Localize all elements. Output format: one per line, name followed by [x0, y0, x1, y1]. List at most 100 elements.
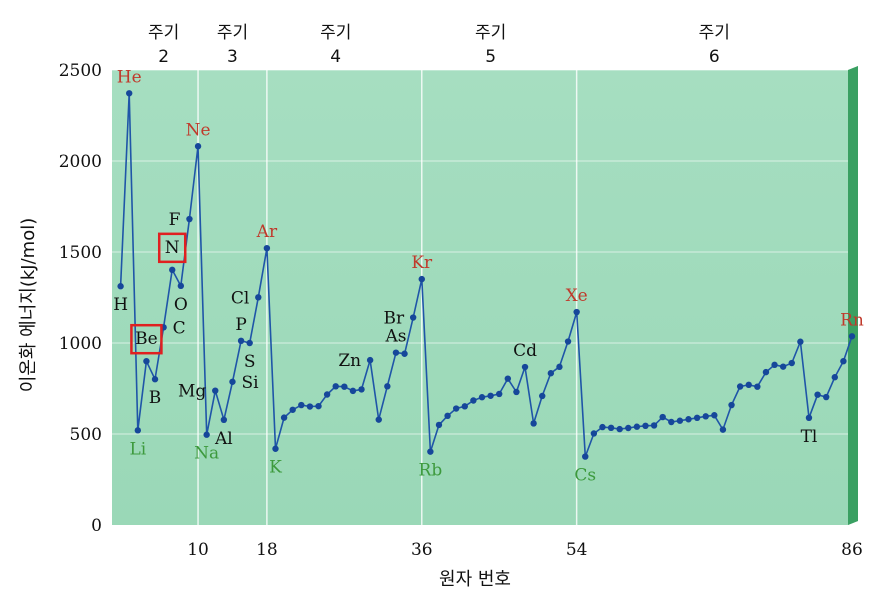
data-point	[470, 397, 477, 404]
data-point	[117, 283, 124, 290]
y-tick-label: 1500	[59, 243, 102, 263]
y-tick-label: 500	[70, 425, 102, 445]
element-label: B	[149, 388, 162, 408]
element-label: O	[174, 295, 188, 315]
data-point	[590, 430, 598, 437]
data-point	[633, 423, 641, 430]
element-label: F	[169, 210, 181, 230]
period-label: 주기	[320, 23, 351, 43]
y-axis-title: 이온화 에너지(kJ/mol)	[18, 218, 39, 392]
element-label: Cl	[231, 288, 249, 308]
data-point	[126, 90, 133, 97]
data-point	[315, 402, 322, 410]
data-point	[487, 392, 494, 399]
data-point	[409, 314, 417, 321]
data-point	[306, 403, 314, 410]
data-point	[685, 416, 692, 423]
element-label: Be	[135, 329, 158, 349]
data-point	[203, 431, 210, 438]
data-point	[323, 391, 331, 398]
data-point	[220, 416, 228, 424]
element-label: Zn	[338, 351, 361, 371]
x-tick-label: 54	[566, 540, 588, 560]
element-label: N	[165, 238, 180, 258]
data-point	[496, 390, 503, 398]
data-point	[805, 414, 813, 422]
data-point	[151, 376, 159, 383]
element-label: Ar	[256, 222, 278, 242]
data-point	[427, 448, 434, 455]
data-point	[625, 424, 632, 432]
data-point	[384, 383, 391, 390]
data-point	[289, 406, 296, 413]
element-label: Al	[214, 429, 233, 449]
element-label: Xe	[566, 286, 588, 306]
data-point	[771, 361, 778, 369]
x-tick-label: 86	[841, 540, 863, 560]
data-point	[134, 427, 142, 434]
element-label: C	[173, 318, 186, 338]
highlight-box	[157, 232, 187, 264]
data-point	[676, 417, 684, 424]
period-label: 주기	[699, 23, 730, 43]
data-point	[848, 333, 856, 340]
period-number: 4	[330, 47, 341, 67]
plot-right-edge	[848, 66, 858, 525]
data-point	[375, 416, 382, 423]
element-label: Si	[241, 373, 259, 393]
data-point	[547, 370, 555, 377]
data-point	[504, 375, 512, 382]
data-point	[530, 420, 537, 427]
data-point	[401, 350, 408, 357]
data-point	[711, 412, 718, 419]
data-point	[814, 391, 821, 398]
data-point	[452, 405, 460, 412]
x-tick-label: 10	[187, 540, 209, 560]
element-label: He	[117, 67, 142, 87]
element-label: Rn	[840, 310, 864, 330]
data-point	[444, 412, 451, 419]
data-point	[143, 358, 150, 365]
data-point	[255, 294, 262, 301]
period-number: 5	[485, 47, 496, 67]
data-point	[779, 363, 787, 370]
data-point	[263, 244, 271, 252]
data-point	[194, 143, 202, 150]
data-point	[392, 349, 400, 356]
data-point	[616, 425, 623, 433]
period-label: 주기	[217, 23, 248, 43]
data-point	[177, 282, 185, 290]
data-point	[418, 275, 425, 283]
element-label: P	[235, 315, 246, 335]
data-point	[745, 381, 752, 389]
element-label: Cs	[574, 466, 596, 486]
element-label: Tl	[801, 427, 818, 447]
period-label: 주기	[148, 23, 179, 43]
data-point	[212, 387, 219, 394]
x-tick-label: 36	[411, 540, 433, 560]
data-point	[341, 383, 348, 390]
data-point	[840, 358, 847, 365]
plot-background-layer	[112, 66, 858, 525]
element-label: Kr	[411, 253, 433, 273]
data-point	[521, 363, 529, 371]
data-point	[280, 414, 288, 421]
axis-layer: 0 500 1000 1500 2000 2500 10 18 36 54 86 주기 2 주기 3 주기 4 주…	[59, 23, 863, 560]
element-label: Cd	[513, 341, 537, 361]
period-number: 3	[227, 47, 238, 67]
data-point	[719, 426, 727, 433]
element-label: S	[244, 352, 256, 372]
data-point	[539, 392, 546, 400]
data-point	[702, 413, 709, 420]
plot-background	[112, 66, 858, 525]
data-point	[668, 418, 675, 426]
data-point	[237, 337, 245, 345]
data-point	[762, 368, 770, 376]
element-label: Li	[129, 439, 146, 459]
y-tick-label: 1000	[59, 334, 102, 354]
element-label: Rb	[419, 461, 443, 481]
data-point	[186, 215, 193, 223]
data-point	[246, 339, 253, 347]
